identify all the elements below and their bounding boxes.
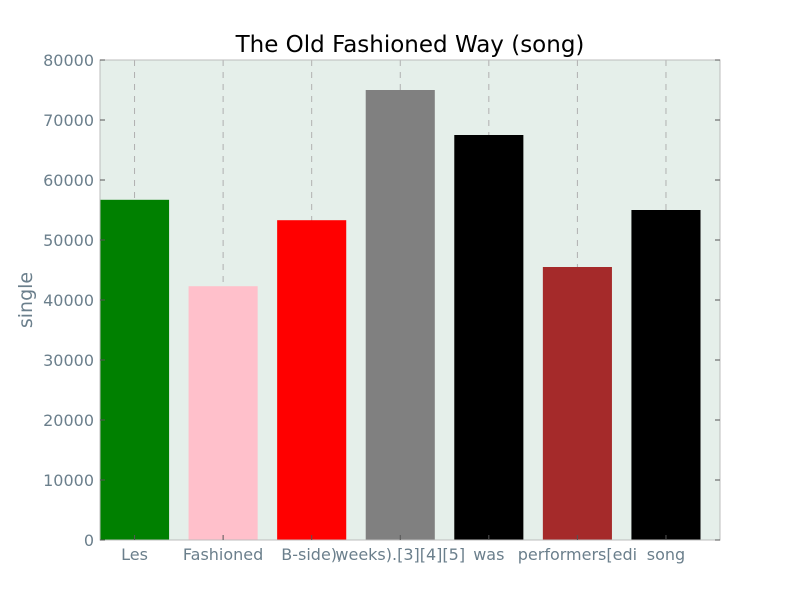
bar-6 — [542, 267, 612, 540]
x-tick-label: performers[edi — [518, 545, 637, 564]
chart-title: The Old Fashioned Way (song) — [235, 32, 585, 58]
y-tick-label: 30000 — [43, 351, 94, 370]
bar-4 — [365, 90, 435, 540]
y-tick-label: 20000 — [43, 411, 94, 430]
x-tick-label: Les — [121, 545, 148, 564]
y-tick-label: 60000 — [43, 171, 94, 190]
x-tick-label: B-side), — [281, 545, 342, 564]
x-tick-label: was — [473, 545, 504, 564]
y-tick-label: 40000 — [43, 291, 94, 310]
x-tick-label: Fashioned — [183, 545, 263, 564]
y-tick-label: 0 — [84, 531, 94, 550]
x-tick-label: song — [647, 545, 685, 564]
bar-5 — [454, 135, 524, 540]
bar-1 — [100, 199, 170, 541]
bar-2 — [188, 286, 258, 540]
bar-3 — [277, 220, 347, 540]
y-tick-label: 70000 — [43, 111, 94, 130]
bar-7 — [631, 210, 701, 540]
y-axis-label: single — [15, 272, 37, 328]
y-tick-label: 50000 — [43, 231, 94, 250]
x-tick-label: weeks).[3][4][5] — [335, 545, 465, 564]
y-tick-label: 10000 — [43, 471, 94, 490]
y-tick-label: 80000 — [43, 51, 94, 70]
plot-area: 0 10000 20000 30000 40000 50000 60000 70000 8000… — [43, 51, 721, 564]
